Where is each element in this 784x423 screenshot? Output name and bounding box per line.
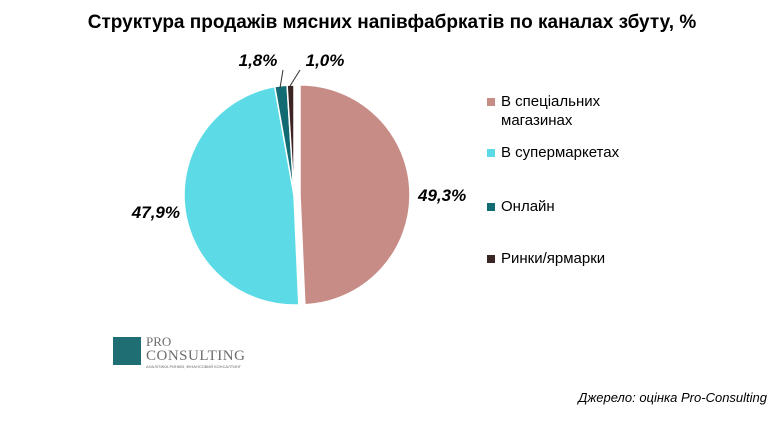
slice-label-1: 49,3%: [417, 186, 466, 205]
legend-item-2: В супермаркетах: [487, 143, 641, 162]
legend-swatch-2: [487, 149, 495, 157]
leader-line-3: [279, 69, 284, 89]
legend-label-4: Ринки/ярмарки: [501, 250, 606, 267]
slice-label-4: 1,0%: [306, 51, 345, 70]
legend-item-3: Онлайн: [487, 197, 641, 216]
pie-slice-1: [299, 84, 411, 306]
logo-consulting-text: CONSULTING: [146, 348, 246, 364]
pie-slices: [183, 84, 411, 306]
legend-swatch-1: [487, 98, 495, 106]
chart-title: Структура продажів мясних напівфабркатів…: [87, 12, 697, 33]
legend-swatch-4: [487, 255, 495, 263]
slice-label-2: 47,9%: [131, 203, 180, 222]
pie-slice-labels: 49,3% 47,9% 1,8% 1,0%: [131, 51, 466, 222]
legend-label-2: В супермаркетах: [501, 144, 620, 161]
legend-swatch-3: [487, 203, 495, 211]
pie-slice-2: [183, 85, 300, 306]
legend-item-1: В спеціальних магазинах: [487, 92, 641, 130]
leader-line-4: [289, 69, 301, 87]
source-note: Джерело: оцінка Pro-Consulting: [578, 390, 767, 405]
pro-consulting-logo: PRO CONSULTING АНАЛІТИКА РИНКІВ, ФІНАНСО…: [113, 335, 263, 369]
legend-item-4: Ринки/ярмарки: [487, 249, 641, 268]
logo-pro-text: PRO: [146, 334, 172, 349]
legend-label-1: В спеціальних магазинах: [501, 93, 601, 129]
logo-emblem-icon: [113, 337, 141, 365]
logo-tagline: АНАЛІТИКА РИНКІВ, ФІНАНСОВИЙ КОНСАЛТИНГ: [146, 364, 242, 369]
slice-label-3: 1,8%: [239, 51, 278, 70]
legend-label-3: Онлайн: [501, 198, 555, 215]
